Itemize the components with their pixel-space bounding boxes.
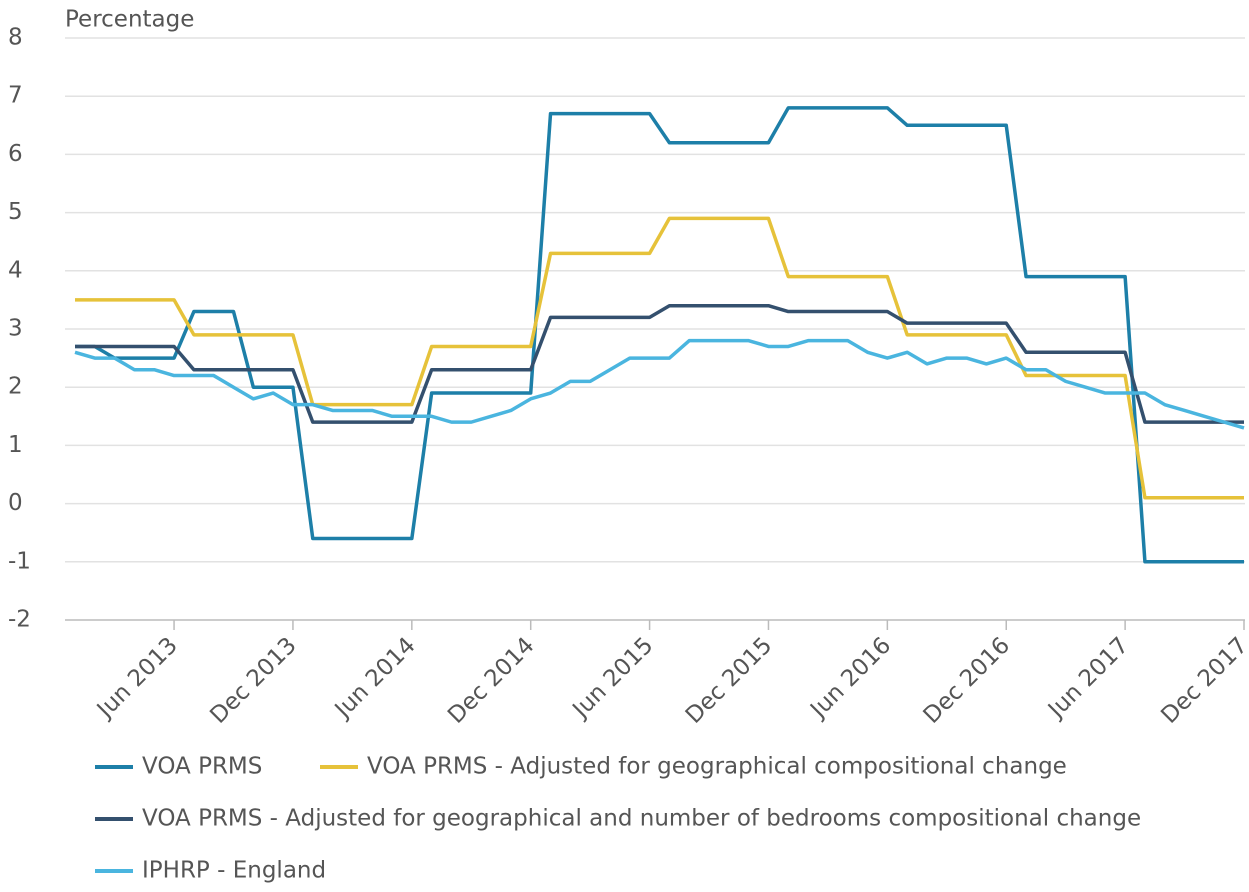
x-tick-label: Jun 2015 (567, 632, 659, 724)
y-tick-label: 0 (8, 490, 23, 516)
legend-label: IPHRP - England (142, 858, 326, 884)
y-tick-label: 6 (8, 141, 23, 167)
x-tick-label: Jun 2017 (1042, 632, 1134, 724)
y-axis-label: Percentage (65, 7, 194, 33)
y-tick-label: -2 (8, 607, 31, 633)
y-tick-label: 8 (8, 25, 23, 51)
x-tick-label: Dec 2015 (681, 632, 777, 728)
x-tick-label: Jun 2013 (91, 632, 183, 724)
x-tick-label: Dec 2014 (443, 632, 539, 728)
legend-label: VOA PRMS - Adjusted for geographical and… (142, 806, 1141, 832)
y-tick-label: 7 (8, 83, 23, 109)
y-tick-label: 1 (8, 432, 23, 458)
series-line (75, 303, 1244, 424)
x-tick-label: Dec 2013 (205, 632, 301, 728)
series-line (75, 216, 1244, 500)
y-tick-label: -1 (8, 548, 31, 574)
series-line (75, 106, 1244, 564)
legend-label: VOA PRMS - Adjusted for geographical com… (367, 754, 1067, 780)
y-tick-label: 4 (8, 257, 23, 283)
y-tick-label: 3 (8, 316, 23, 342)
x-tick-label: Dec 2017 (1156, 632, 1249, 728)
x-tick-label: Jun 2014 (329, 632, 421, 724)
y-tick-label: 5 (8, 199, 23, 225)
legend-label: VOA PRMS (142, 754, 262, 780)
x-tick-label: Dec 2016 (919, 632, 1015, 728)
y-tick-label: 2 (8, 374, 23, 400)
series-line (74, 338, 1245, 430)
x-tick-label: Jun 2016 (804, 632, 896, 724)
